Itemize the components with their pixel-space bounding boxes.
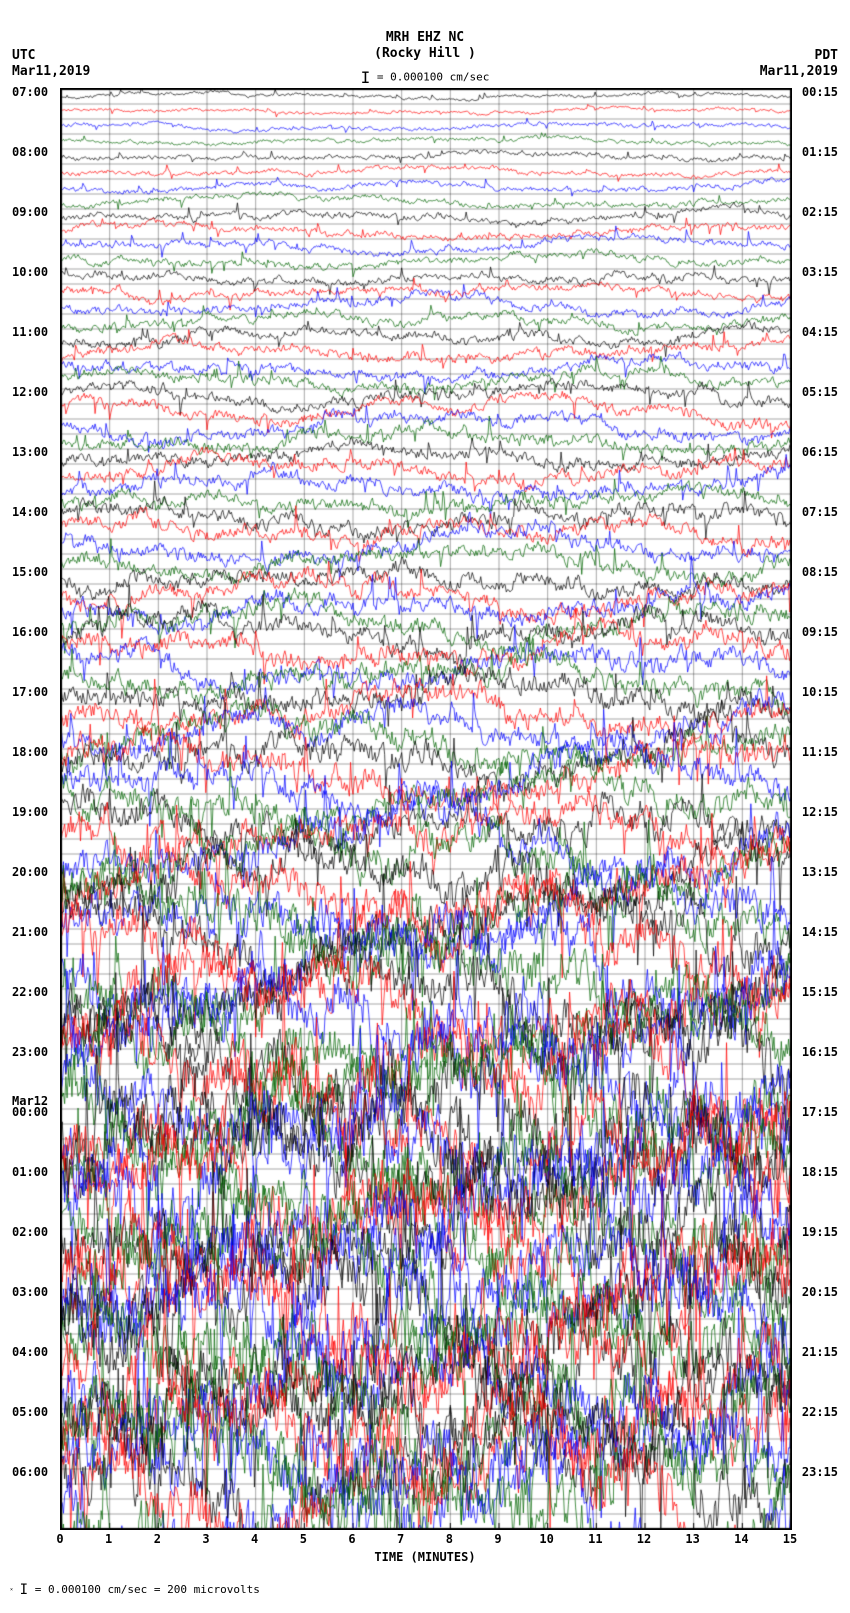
ytick-right: 00:15 bbox=[802, 85, 838, 99]
timezone-left: UTC bbox=[12, 48, 35, 63]
ytick-right: 02:15 bbox=[802, 205, 838, 219]
ytick-right: 19:15 bbox=[802, 1225, 838, 1239]
ytick-right: 22:15 bbox=[802, 1405, 838, 1419]
ytick-left: 08:00 bbox=[12, 145, 48, 159]
ytick-left: 12:00 bbox=[12, 385, 48, 399]
ytick-left: 20:00 bbox=[12, 865, 48, 879]
ytick-left: 16:00 bbox=[12, 625, 48, 639]
ytick-left: 23:00 bbox=[12, 1045, 48, 1059]
ytick-left: 11:00 bbox=[12, 325, 48, 339]
xtick: 15 bbox=[783, 1532, 797, 1546]
xtick: 13 bbox=[685, 1532, 699, 1546]
ytick-left: 06:00 bbox=[12, 1465, 48, 1479]
ytick-right: 07:15 bbox=[802, 505, 838, 519]
ytick-right: 01:15 bbox=[802, 145, 838, 159]
ytick-right: 16:15 bbox=[802, 1045, 838, 1059]
xtick: 4 bbox=[251, 1532, 258, 1546]
ytick-right: 20:15 bbox=[802, 1285, 838, 1299]
xtick: 7 bbox=[397, 1532, 404, 1546]
ytick-right: 21:15 bbox=[802, 1345, 838, 1359]
ytick-left: 15:00 bbox=[12, 565, 48, 579]
xtick: 14 bbox=[734, 1532, 748, 1546]
ytick-right: 04:15 bbox=[802, 325, 838, 339]
ytick-right: 15:15 bbox=[802, 985, 838, 999]
date-right: Mar11,2019 bbox=[760, 64, 838, 79]
footer-scale: × I = 0.000100 cm/sec = 200 microvolts bbox=[10, 1582, 260, 1598]
ytick-right: 05:15 bbox=[802, 385, 838, 399]
ytick-left: 03:00 bbox=[12, 1285, 48, 1299]
date-left: Mar11,2019 bbox=[12, 64, 90, 79]
ytick-right: 18:15 bbox=[802, 1165, 838, 1179]
ytick-left: 01:00 bbox=[12, 1165, 48, 1179]
station-code: MRH EHZ NC bbox=[0, 30, 850, 45]
ytick-left: 13:00 bbox=[12, 445, 48, 459]
ytick-left: 10:00 bbox=[12, 265, 48, 279]
ytick-left: 05:00 bbox=[12, 1405, 48, 1419]
ytick-left: 22:00 bbox=[12, 985, 48, 999]
xtick: 6 bbox=[348, 1532, 355, 1546]
ytick-right: 13:15 bbox=[802, 865, 838, 879]
ytick-right: 17:15 bbox=[802, 1105, 838, 1119]
scale-label: I = 0.000100 cm/sec bbox=[0, 68, 850, 87]
xtick: 11 bbox=[588, 1532, 602, 1546]
xtick: 0 bbox=[56, 1532, 63, 1546]
helicorder-plot bbox=[60, 88, 792, 1530]
xtick: 1 bbox=[105, 1532, 112, 1546]
ytick-right: 14:15 bbox=[802, 925, 838, 939]
ytick-right: 10:15 bbox=[802, 685, 838, 699]
xtick: 3 bbox=[202, 1532, 209, 1546]
ytick-right: 03:15 bbox=[802, 265, 838, 279]
ytick-left: 04:00 bbox=[12, 1345, 48, 1359]
ytick-left: 21:00 bbox=[12, 925, 48, 939]
ytick-left: 18:00 bbox=[12, 745, 48, 759]
xtick: 5 bbox=[300, 1532, 307, 1546]
ytick-left: 17:00 bbox=[12, 685, 48, 699]
ytick-right: 23:15 bbox=[802, 1465, 838, 1479]
ytick-right: 11:15 bbox=[802, 745, 838, 759]
ytick-left: 00:00 bbox=[12, 1105, 48, 1119]
ytick-left: 02:00 bbox=[12, 1225, 48, 1239]
ytick-right: 09:15 bbox=[802, 625, 838, 639]
xtick: 9 bbox=[494, 1532, 501, 1546]
ytick-right: 12:15 bbox=[802, 805, 838, 819]
xtick: 10 bbox=[539, 1532, 553, 1546]
helicorder-container: MRH EHZ NC (Rocky Hill ) I = 0.000100 cm… bbox=[0, 0, 850, 1613]
ytick-left: 14:00 bbox=[12, 505, 48, 519]
ytick-left: 07:00 bbox=[12, 85, 48, 99]
station-location: (Rocky Hill ) bbox=[0, 46, 850, 61]
timezone-right: PDT bbox=[815, 48, 838, 63]
ytick-left: 09:00 bbox=[12, 205, 48, 219]
xtick: 2 bbox=[154, 1532, 161, 1546]
xtick: 12 bbox=[637, 1532, 651, 1546]
ytick-left: 19:00 bbox=[12, 805, 48, 819]
ytick-right: 08:15 bbox=[802, 565, 838, 579]
xtick: 8 bbox=[446, 1532, 453, 1546]
x-axis-label: TIME (MINUTES) bbox=[0, 1550, 850, 1564]
ytick-right: 06:15 bbox=[802, 445, 838, 459]
